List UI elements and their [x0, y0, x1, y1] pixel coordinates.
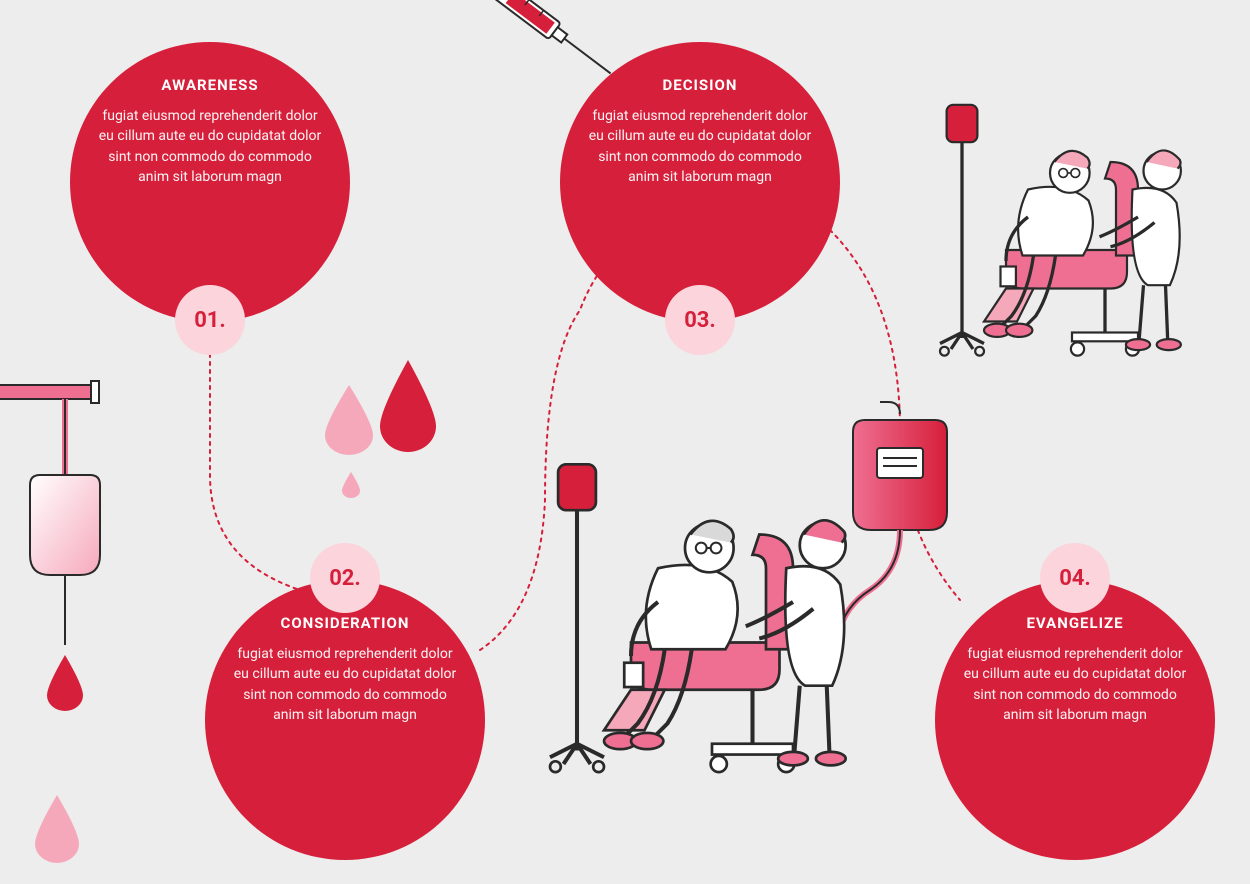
bubble-badge-evangelize: 04. [1040, 543, 1110, 613]
bubble-evangelize: EVANGELIZE fugiat eiusmod reprehenderit d… [935, 580, 1215, 860]
bubble-title: CONSIDERATION [281, 614, 410, 632]
bubble-body: fugiat eiusmod reprehenderit dolor eu ci… [588, 106, 812, 187]
infographic-stage: AWARENESS fugiat eiusmod reprehenderit do… [0, 0, 1250, 884]
bubble-body: fugiat eiusmod reprehenderit dolor eu ci… [233, 644, 457, 725]
bubble-title: EVANGELIZE [1026, 614, 1123, 632]
bubble-body: fugiat eiusmod reprehenderit dolor eu ci… [98, 106, 322, 187]
bubble-badge-awareness: 01. [175, 285, 245, 355]
bubble-badge-decision: 03. [665, 285, 735, 355]
bubble-decision: DECISION fugiat eiusmod reprehenderit dol… [560, 42, 840, 322]
bubble-consideration: CONSIDERATION fugiat eiusmod reprehenderi… [205, 580, 485, 860]
bubble-awareness: AWARENESS fugiat eiusmod reprehenderit do… [70, 42, 350, 322]
bubble-body: fugiat eiusmod reprehenderit dolor eu ci… [963, 644, 1187, 725]
bubble-title: DECISION [663, 76, 738, 94]
bubble-badge-consideration: 02. [310, 543, 380, 613]
bubble-title: AWARENESS [161, 76, 258, 94]
